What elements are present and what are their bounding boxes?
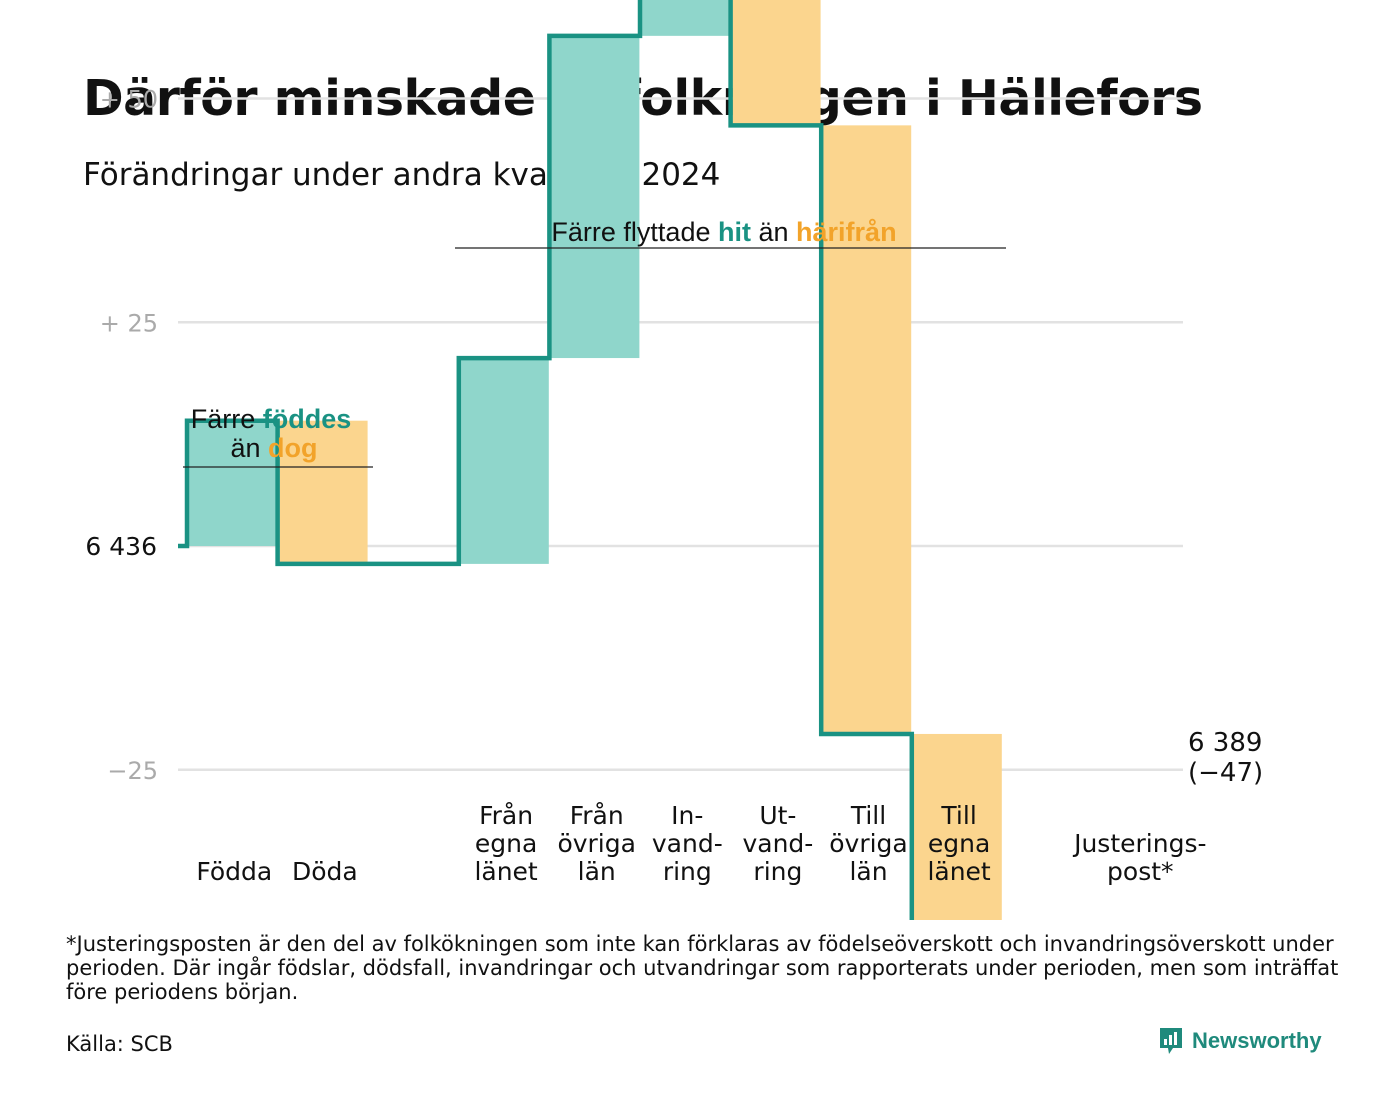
category-label: länet xyxy=(927,857,990,886)
brand-logo: Newsworthy xyxy=(1158,1026,1322,1056)
category-label: Till xyxy=(850,801,886,830)
waterfall-bar xyxy=(732,0,821,126)
waterfall-chart: + 50+ 25−25−506 436FöddaDödaFrånegnaläne… xyxy=(85,0,1263,920)
category-label: län xyxy=(849,857,887,886)
bars xyxy=(189,0,1002,920)
category-label: Från xyxy=(479,801,533,830)
category-label: ring xyxy=(753,857,802,886)
y-tick-label: −25 xyxy=(107,757,158,785)
category-label: Ut- xyxy=(759,801,796,830)
category-label: post* xyxy=(1107,857,1174,886)
cumulative-step-line xyxy=(178,0,915,920)
category-label: övriga xyxy=(557,829,636,858)
y-tick-label: + 25 xyxy=(100,309,158,337)
waterfall-bar xyxy=(823,125,912,734)
start-value-label: 6 436 xyxy=(85,532,157,561)
category-label: vand- xyxy=(742,829,813,858)
category-label: ring xyxy=(663,857,712,886)
waterfall-bar xyxy=(642,0,730,36)
category-label: Till xyxy=(940,801,976,830)
category-label: vand- xyxy=(652,829,723,858)
category-label: länet xyxy=(474,857,537,886)
step-line xyxy=(178,0,915,920)
category-label: Justerings- xyxy=(1072,829,1206,858)
births-annotation-an: än xyxy=(230,433,268,463)
annotations: Färre flyttade hit än härifrån Färre föd… xyxy=(183,217,1006,468)
waterfall-bar xyxy=(279,420,368,564)
waterfall-bar xyxy=(460,358,549,564)
migration-annotation-middle: än xyxy=(751,217,796,247)
waterfall-bar xyxy=(189,420,277,546)
footnote: *Justeringsposten är den del av folkökni… xyxy=(66,932,1339,1004)
migration-annotation-harifran: härifrån xyxy=(796,217,897,247)
source-label: Källa: SCB xyxy=(66,1032,173,1056)
migration-annotation-hit: hit xyxy=(718,217,751,247)
births-annotation-line1: Färre föddes xyxy=(191,404,352,434)
births-annotation-foddes: föddes xyxy=(263,404,352,434)
category-label: Döda xyxy=(292,857,358,886)
category-label: egna xyxy=(928,829,990,858)
category-label: Födda xyxy=(196,857,272,886)
waterfall-bar xyxy=(913,733,1002,920)
migration-annotation: Färre flyttade hit än härifrån xyxy=(551,217,896,247)
category-label: Från xyxy=(570,801,624,830)
waterfall-bar xyxy=(551,35,640,359)
end-change-label: (−47) xyxy=(1188,758,1263,788)
births-annotation-dog: dog xyxy=(268,433,317,463)
migration-annotation-prefix: Färre flyttade xyxy=(551,217,718,247)
newsworthy-logo-icon xyxy=(1160,1028,1182,1054)
category-label: egna xyxy=(475,829,537,858)
category-label: län xyxy=(578,857,616,886)
births-annotation-prefix: Färre xyxy=(191,404,263,434)
labels: + 50+ 25−25−506 436FöddaDödaFrånegnaläne… xyxy=(85,86,1263,887)
y-tick-label: + 50 xyxy=(100,86,158,114)
brand-name: Newsworthy xyxy=(1192,1028,1322,1053)
end-value-label: 6 389 xyxy=(1188,728,1262,758)
category-label: övriga xyxy=(829,829,908,858)
category-label: In- xyxy=(671,801,703,830)
births-annotation-line2: än dog xyxy=(230,433,317,463)
